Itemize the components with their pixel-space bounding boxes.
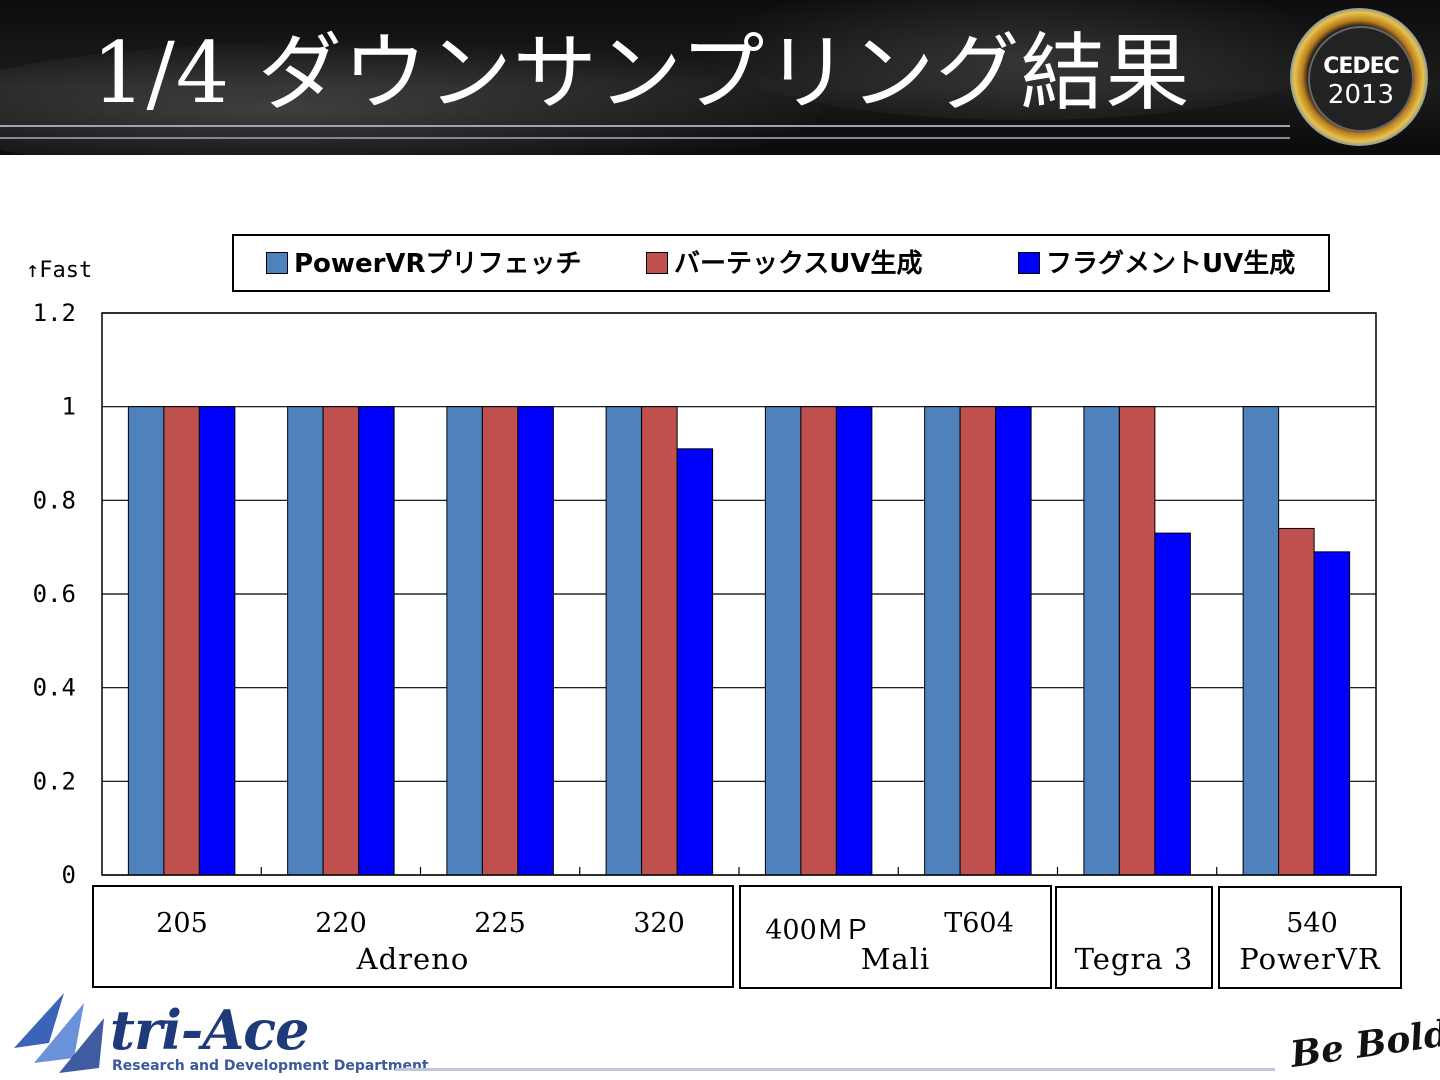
group-label-powervr: PowerVR — [1239, 942, 1381, 976]
category-label: 220 — [315, 908, 367, 939]
legend-item-fragment-uv: フラグメントUV生成 — [1018, 236, 1295, 294]
tri-ace-logo-icon — [14, 993, 104, 1073]
y-tick-label: 0.8 — [33, 486, 76, 514]
legend-swatch — [266, 252, 288, 274]
y-tick-label: 0.2 — [33, 767, 76, 795]
group-box-mali — [739, 885, 1052, 989]
legend-label: PowerVRプリフェッチ — [294, 249, 582, 279]
chart-legend: PowerVRプリフェッチ バーテックスUV生成 フラグメントUV生成 — [232, 234, 1330, 292]
legend-swatch — [1018, 252, 1040, 274]
bar — [800, 406, 837, 876]
bar — [517, 406, 554, 876]
bar — [641, 406, 678, 876]
category-label: 320 — [633, 908, 685, 939]
group-box-tegra — [1055, 886, 1213, 989]
cedec-logo-inner: CEDEC 2013 — [1308, 26, 1414, 132]
legend-label: バーテックスUV生成 — [674, 249, 923, 279]
bar — [1154, 532, 1191, 876]
header-divider — [0, 125, 1290, 139]
category-label: T604 — [944, 908, 1014, 939]
bar — [163, 406, 200, 876]
bar — [358, 406, 395, 876]
legend-swatch — [646, 252, 668, 274]
category-label: 400ＭＰ — [765, 915, 871, 946]
bar — [322, 406, 360, 876]
cedec-logo: CEDEC 2013 — [1290, 8, 1428, 146]
legend-item-powervr-prefetch: PowerVRプリフェッチ — [266, 236, 582, 294]
category-label: 540 — [1286, 908, 1338, 939]
y-tick-label: 0 — [62, 861, 76, 889]
bar — [605, 406, 643, 876]
group-box-adreno — [92, 885, 734, 988]
y-tick-label: 1.2 — [33, 299, 76, 327]
footer-divider — [395, 1068, 1275, 1071]
header-swoosh — [0, 40, 820, 155]
category-label: 205 — [156, 908, 208, 939]
bar — [1278, 527, 1315, 876]
group-box-powervr — [1218, 886, 1402, 989]
bar — [959, 406, 997, 876]
group-label-mali: Mali — [860, 942, 931, 976]
group-label-adreno: Adreno — [356, 942, 470, 976]
bar — [995, 406, 1032, 876]
tri-ace-logo-text: tri-Ace — [110, 998, 309, 1062]
bars — [127, 406, 1351, 876]
bar — [198, 406, 236, 876]
category-label: 225 — [474, 908, 526, 939]
legend-item-vertex-uv: バーテックスUV生成 — [646, 236, 922, 294]
bar — [127, 406, 165, 876]
legend-label: フラグメントUV生成 — [1046, 249, 1296, 279]
bar — [481, 406, 519, 876]
y-tick-label: 0.6 — [33, 580, 76, 608]
y-tick-label: 1 — [62, 393, 76, 421]
bar — [835, 406, 873, 876]
page-title: 1/4 ダウンサンプリング結果 — [92, 24, 1191, 122]
plot-frame — [101, 312, 1377, 876]
bar — [1118, 406, 1156, 876]
header-swoosh — [700, 0, 1350, 120]
bar — [287, 406, 324, 876]
y-tick-label: 0.4 — [33, 674, 76, 702]
bar — [924, 406, 961, 876]
bar — [1083, 406, 1120, 876]
bar — [1313, 551, 1351, 876]
cedec-logo-name: CEDEC — [1323, 54, 1400, 79]
bar — [764, 406, 802, 876]
tri-ace-subtitle: Research and Development Department — [112, 1058, 429, 1074]
axes: 0 0.2 0.4 0.6 0.8 1 1.2 — [33, 299, 1377, 889]
group-label-tegra: Tegra 3 — [1074, 942, 1194, 976]
slide-header: 1/4 ダウンサンプリング結果 CEDEC 2013 — [0, 0, 1440, 155]
y-axis-label: ↑Fast — [26, 258, 93, 283]
bar — [676, 448, 714, 876]
bar — [1242, 406, 1280, 876]
bar — [446, 406, 483, 876]
cedec-logo-year: 2013 — [1327, 80, 1395, 110]
